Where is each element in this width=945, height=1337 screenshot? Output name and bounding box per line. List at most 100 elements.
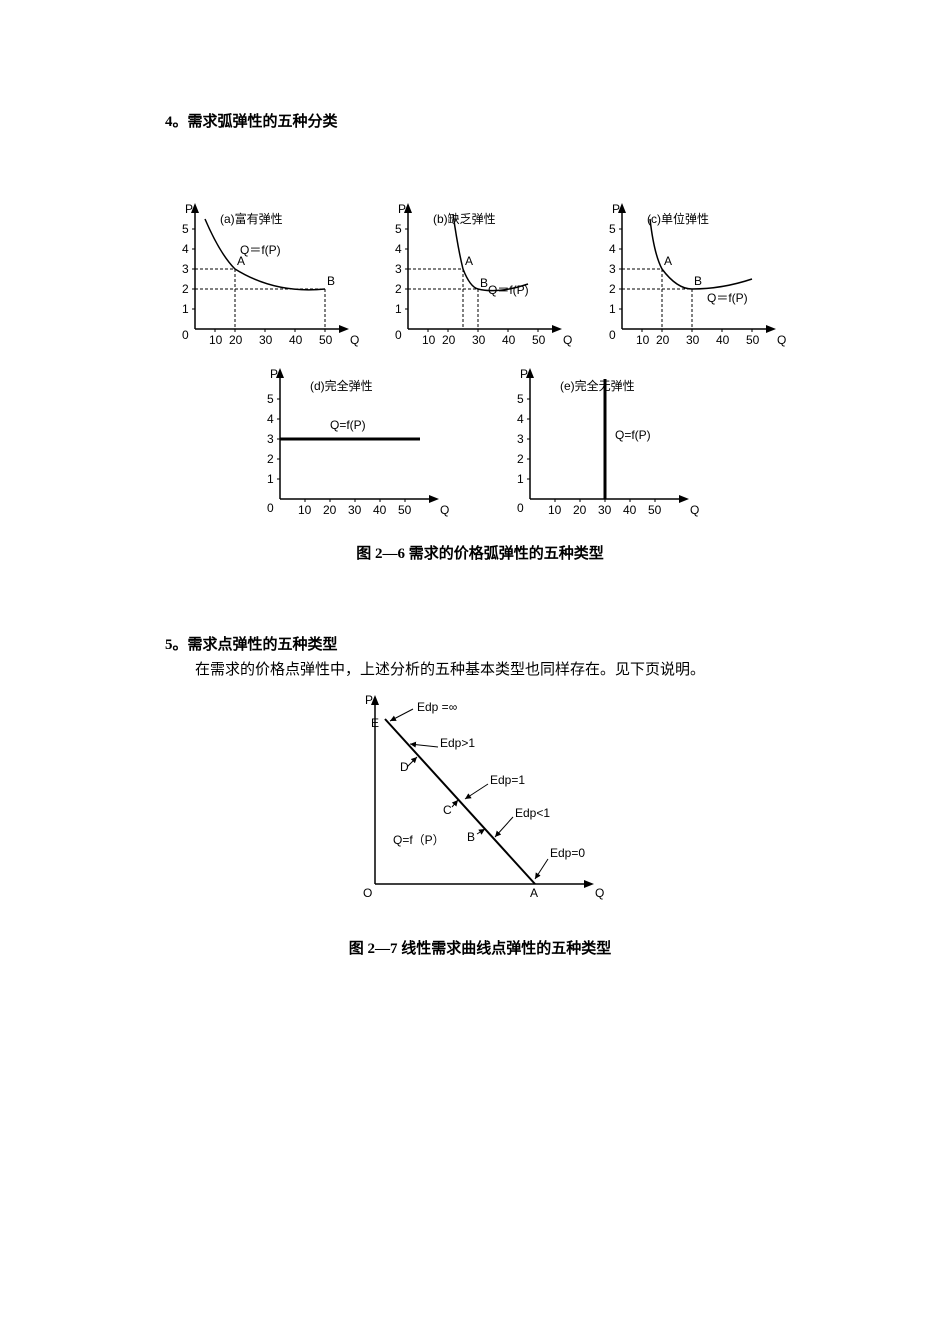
svg-text:4: 4 <box>182 242 189 256</box>
edp-lt1: Edp<1 <box>515 806 550 820</box>
x-axis-label: Q <box>563 333 572 347</box>
svg-text:50: 50 <box>532 333 546 347</box>
edp-eq1: Edp=1 <box>490 773 525 787</box>
formula-label: Q＝f(P) <box>707 291 748 305</box>
y-axis-label: P <box>365 693 373 707</box>
svg-text:2: 2 <box>395 282 402 296</box>
point-b-label: B <box>327 274 335 288</box>
svg-text:50: 50 <box>746 333 760 347</box>
svg-text:3: 3 <box>517 432 524 446</box>
chart-b-inelastic: 1 2 3 4 5 0 10 20 30 40 50 P Q (b)缺乏弹性 Q… <box>378 199 581 354</box>
y-axis-label: P <box>520 367 528 381</box>
svg-text:20: 20 <box>229 333 243 347</box>
svg-text:0: 0 <box>267 501 274 515</box>
svg-text:2: 2 <box>182 282 189 296</box>
svg-text:3: 3 <box>182 262 189 276</box>
figure-2-7-caption: 图 2—7 线性需求曲线点弹性的五种类型 <box>165 937 795 958</box>
point-e: E <box>371 716 379 730</box>
chart-title: (a)富有弹性 <box>220 211 283 226</box>
svg-text:1: 1 <box>182 302 189 316</box>
svg-text:30: 30 <box>348 503 362 517</box>
svg-text:5: 5 <box>182 222 189 236</box>
section5-body: 在需求的价格点弹性中，上述分析的五种基本类型也同样存在。见下页说明。 <box>165 658 795 679</box>
chart-linear-demand: P Q O E Edp =∞ D Edp>1 C <box>335 689 625 919</box>
svg-text:0: 0 <box>182 328 189 342</box>
svg-text:30: 30 <box>472 333 486 347</box>
point-c: C <box>443 803 452 817</box>
formula-label: Q=f(P) <box>330 418 366 432</box>
point-b-label: B <box>694 274 702 288</box>
chart-c-unit: 1 2 3 4 5 0 10 20 30 40 50 P Q (c)单位弹性 Q… <box>592 199 795 354</box>
x-axis-label: Q <box>350 333 359 347</box>
formula-label: Q=f（P） <box>393 833 445 847</box>
point-a: A <box>530 886 538 900</box>
svg-text:40: 40 <box>373 503 387 517</box>
chart-title: (c)单位弹性 <box>647 211 709 226</box>
x-axis-label: Q <box>440 503 449 517</box>
svg-text:20: 20 <box>573 503 587 517</box>
edp-inf: Edp =∞ <box>417 700 457 714</box>
svg-text:4: 4 <box>609 242 616 256</box>
svg-text:3: 3 <box>609 262 616 276</box>
svg-text:4: 4 <box>267 412 274 426</box>
y-axis-label: P <box>185 202 193 216</box>
svg-text:30: 30 <box>259 333 273 347</box>
svg-text:5: 5 <box>517 392 524 406</box>
chart-a-elastic: 1 2 3 4 5 0 10 20 30 40 50 P Q (a)富有弹性 Q… <box>165 199 368 354</box>
svg-text:1: 1 <box>395 302 402 316</box>
svg-text:0: 0 <box>395 328 402 342</box>
svg-text:5: 5 <box>395 222 402 236</box>
svg-text:30: 30 <box>686 333 700 347</box>
svg-text:4: 4 <box>517 412 524 426</box>
svg-text:50: 50 <box>319 333 333 347</box>
chart-row-2: 1 2 3 4 5 0 10 20 30 40 50 P Q (d)完全弹性 Q… <box>165 364 795 524</box>
svg-text:2: 2 <box>267 452 274 466</box>
svg-text:10: 10 <box>298 503 312 517</box>
svg-text:5: 5 <box>609 222 616 236</box>
formula-label: Q＝f(P) <box>240 243 281 257</box>
y-axis-label: P <box>612 202 620 216</box>
point-a-label: A <box>664 254 672 268</box>
section4-heading: 4。需求弧弹性的五种分类 <box>165 110 795 131</box>
svg-text:2: 2 <box>609 282 616 296</box>
point-b-label: B <box>480 276 488 290</box>
edp-gt1: Edp>1 <box>440 736 475 750</box>
point-b: B <box>467 830 475 844</box>
origin-label: O <box>363 886 372 900</box>
svg-text:0: 0 <box>609 328 616 342</box>
x-axis-label: Q <box>690 503 699 517</box>
svg-text:20: 20 <box>323 503 337 517</box>
chart-title: (d)完全弹性 <box>310 378 373 393</box>
svg-text:1: 1 <box>267 472 274 486</box>
svg-text:5: 5 <box>267 392 274 406</box>
svg-text:40: 40 <box>623 503 637 517</box>
svg-text:10: 10 <box>209 333 223 347</box>
svg-text:50: 50 <box>648 503 662 517</box>
chart-row-1: 1 2 3 4 5 0 10 20 30 40 50 P Q (a)富有弹性 Q… <box>165 199 795 354</box>
chart-d-perfect-elastic: 1 2 3 4 5 0 10 20 30 40 50 P Q (d)完全弹性 Q… <box>250 364 460 524</box>
svg-text:1: 1 <box>609 302 616 316</box>
svg-text:10: 10 <box>636 333 650 347</box>
svg-text:40: 40 <box>289 333 303 347</box>
svg-text:3: 3 <box>395 262 402 276</box>
svg-text:50: 50 <box>398 503 412 517</box>
svg-text:40: 40 <box>716 333 730 347</box>
svg-text:20: 20 <box>442 333 456 347</box>
formula-label: Q=f(P) <box>615 428 651 442</box>
svg-text:0: 0 <box>517 501 524 515</box>
svg-text:2: 2 <box>517 452 524 466</box>
svg-text:3: 3 <box>267 432 274 446</box>
svg-text:10: 10 <box>422 333 436 347</box>
chart-title: (e)完全无弹性 <box>560 378 635 393</box>
point-a-label: A <box>465 254 473 268</box>
svg-text:40: 40 <box>502 333 516 347</box>
section5-heading: 5。需求点弹性的五种类型 <box>165 633 795 654</box>
figure-2-6-caption: 图 2—6 需求的价格弧弹性的五种类型 <box>165 542 795 563</box>
svg-text:20: 20 <box>656 333 670 347</box>
x-axis-label: Q <box>777 333 786 347</box>
y-axis-label: P <box>398 202 406 216</box>
svg-text:30: 30 <box>598 503 612 517</box>
chart-e-perfect-inelastic: 1 2 3 4 5 0 10 20 30 40 50 P Q (e)完全无弹性 … <box>500 364 710 524</box>
svg-text:1: 1 <box>517 472 524 486</box>
edp-zero: Edp=0 <box>550 846 585 860</box>
